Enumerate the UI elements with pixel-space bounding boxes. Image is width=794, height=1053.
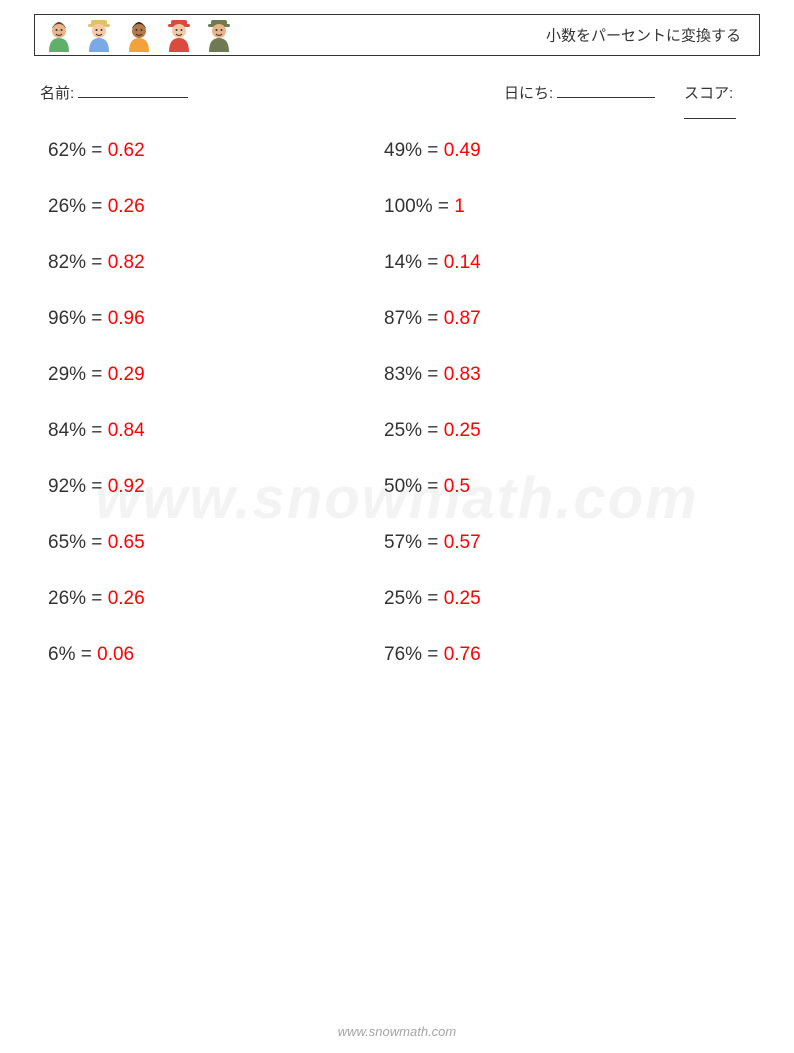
answer-text: 0.5 (444, 476, 470, 497)
problem-row: 26% = 0.26100% = 1 (48, 196, 748, 252)
question-text: 14% = (384, 252, 438, 273)
answer-text: 0.83 (444, 364, 481, 385)
problem-cell: 49% = 0.49 (384, 140, 720, 162)
problem-cell: 76% = 0.76 (384, 644, 720, 666)
problem-cell: 57% = 0.57 (384, 532, 720, 554)
problem-row: 26% = 0.2625% = 0.25 (48, 588, 748, 644)
problem-cell: 25% = 0.25 (384, 420, 720, 442)
problem-cell: 62% = 0.62 (48, 140, 384, 162)
name-label: 名前: (40, 85, 74, 102)
answer-text: 0.84 (108, 420, 145, 441)
answer-text: 1 (454, 196, 465, 217)
question-text: 82% = (48, 252, 102, 273)
question-text: 92% = (48, 476, 102, 497)
problem-row: 65% = 0.6557% = 0.57 (48, 532, 748, 588)
answer-text: 0.87 (444, 308, 481, 329)
problem-cell: 29% = 0.29 (48, 364, 384, 386)
answer-text: 0.96 (108, 308, 145, 329)
problem-row: 29% = 0.2983% = 0.83 (48, 364, 748, 420)
question-text: 100% = (384, 196, 449, 217)
answer-text: 0.49 (444, 140, 481, 161)
answer-text: 0.06 (97, 644, 134, 665)
answer-text: 0.92 (108, 476, 145, 497)
question-text: 62% = (48, 140, 102, 161)
worksheet-page: 小数をパーセントに変換する 名前: 日にち: スコア: www.snowmath… (0, 0, 794, 1053)
question-text: 6% = (48, 644, 92, 665)
problem-cell: 14% = 0.14 (384, 252, 720, 274)
answer-text: 0.57 (444, 532, 481, 553)
question-text: 65% = (48, 532, 102, 553)
score-field: スコア: (684, 82, 760, 123)
problem-cell: 84% = 0.84 (48, 420, 384, 442)
name-field: 名前: (40, 82, 188, 103)
question-text: 76% = (384, 644, 438, 665)
problem-cell: 25% = 0.25 (384, 588, 720, 610)
score-label: スコア: (684, 85, 733, 102)
answer-text: 0.76 (444, 644, 481, 665)
question-text: 50% = (384, 476, 438, 497)
problem-cell: 82% = 0.82 (48, 252, 384, 274)
problem-row: 96% = 0.9687% = 0.87 (48, 308, 748, 364)
problem-row: 92% = 0.9250% = 0.5 (48, 476, 748, 532)
header-box: 小数をパーセントに変換する (34, 14, 760, 56)
answer-text: 0.14 (444, 252, 481, 273)
question-text: 26% = (48, 196, 102, 217)
kid-5-icon (205, 18, 233, 52)
problem-cell: 83% = 0.83 (384, 364, 720, 386)
question-text: 96% = (48, 308, 102, 329)
answer-text: 0.62 (108, 140, 145, 161)
question-text: 57% = (384, 532, 438, 553)
problem-row: 6% = 0.0676% = 0.76 (48, 644, 748, 700)
problem-cell: 6% = 0.06 (48, 644, 384, 666)
answer-text: 0.65 (108, 532, 145, 553)
problem-cell: 87% = 0.87 (384, 308, 720, 330)
problem-cell: 26% = 0.26 (48, 196, 384, 218)
kid-3-icon (125, 18, 153, 52)
avatar-strip (35, 18, 233, 52)
question-text: 84% = (48, 420, 102, 441)
problem-row: 62% = 0.6249% = 0.49 (48, 140, 748, 196)
answer-text: 0.26 (108, 588, 145, 609)
question-text: 25% = (384, 588, 438, 609)
answer-text: 0.29 (108, 364, 145, 385)
worksheet-title: 小数をパーセントに変換する (546, 25, 741, 46)
date-underline (557, 82, 655, 98)
answer-text: 0.25 (444, 420, 481, 441)
score-underline (684, 103, 736, 119)
kid-1-icon (45, 18, 73, 52)
problem-cell: 50% = 0.5 (384, 476, 720, 498)
name-underline (78, 82, 188, 98)
kid-2-icon (85, 18, 113, 52)
problem-row: 82% = 0.8214% = 0.14 (48, 252, 748, 308)
problems-grid: 62% = 0.6249% = 0.4926% = 0.26100% = 182… (48, 140, 748, 700)
meta-row: 名前: 日にち: スコア: (34, 82, 760, 106)
kid-4-icon (165, 18, 193, 52)
problem-cell: 96% = 0.96 (48, 308, 384, 330)
question-text: 25% = (384, 420, 438, 441)
problem-cell: 100% = 1 (384, 196, 720, 218)
question-text: 49% = (384, 140, 438, 161)
question-text: 26% = (48, 588, 102, 609)
date-label: 日にち: (504, 85, 553, 102)
date-field: 日にち: (504, 82, 655, 103)
problem-cell: 92% = 0.92 (48, 476, 384, 498)
answer-text: 0.26 (108, 196, 145, 217)
problem-cell: 65% = 0.65 (48, 532, 384, 554)
problem-row: 84% = 0.8425% = 0.25 (48, 420, 748, 476)
question-text: 83% = (384, 364, 438, 385)
footer-url: www.snowmath.com (0, 1024, 794, 1039)
answer-text: 0.25 (444, 588, 481, 609)
answer-text: 0.82 (108, 252, 145, 273)
problem-cell: 26% = 0.26 (48, 588, 384, 610)
question-text: 29% = (48, 364, 102, 385)
question-text: 87% = (384, 308, 438, 329)
